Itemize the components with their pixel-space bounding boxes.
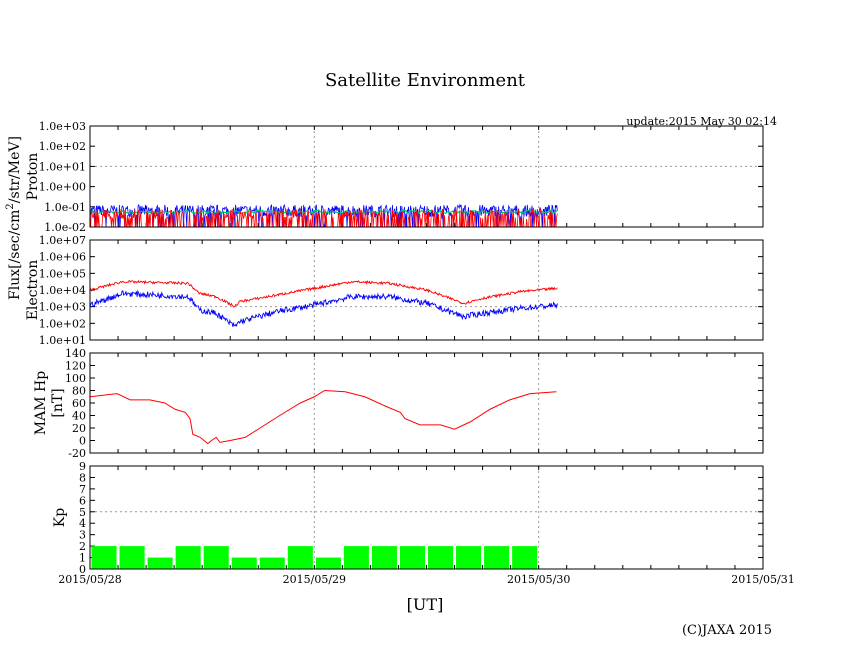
y-tick-label: 1.0e+02 bbox=[39, 140, 86, 153]
y-axis-label: Electron bbox=[25, 260, 41, 321]
kp-bar bbox=[287, 546, 313, 569]
chart-title: Satellite Environment bbox=[325, 70, 526, 91]
y-axis-unit: [nT] bbox=[50, 388, 66, 417]
kp-bar bbox=[119, 546, 145, 569]
kp-bar bbox=[484, 546, 510, 569]
y-tick-label: 0 bbox=[79, 563, 86, 576]
kp-bar bbox=[231, 557, 257, 569]
panel-frame bbox=[89, 465, 764, 570]
kp-bar bbox=[175, 546, 201, 569]
y-tick-label: 140 bbox=[65, 347, 86, 360]
kp-bar bbox=[428, 546, 454, 569]
mam-hp-series bbox=[89, 389, 557, 445]
electron-series-red bbox=[89, 279, 558, 308]
y-tick-label: 1.0e+04 bbox=[39, 284, 86, 297]
y-tick-label: 0 bbox=[79, 435, 86, 448]
kp-bar bbox=[399, 546, 425, 569]
kp-bar bbox=[343, 546, 369, 569]
y-tick-label: 1.0e+02 bbox=[39, 317, 86, 330]
y-tick-label: 7 bbox=[79, 483, 86, 496]
panel-proton: 1.0e-02 1.0e-01 1.0e+00 1.0e+01 1.0e+02 1.0e+… bbox=[25, 120, 764, 234]
y-tick-label: 6 bbox=[79, 494, 86, 507]
flux-axis-label: Flux[/sec/cm2/str/MeV] bbox=[5, 136, 23, 300]
y-tick-label: 1.0e+07 bbox=[39, 234, 86, 247]
x-tick-label: 2015/05/29 bbox=[283, 573, 346, 586]
y-tick-label: -20 bbox=[68, 447, 86, 460]
y-tick-label: 5 bbox=[79, 506, 86, 519]
y-tick-label: 20 bbox=[72, 422, 86, 435]
y-tick-label: 1.0e+05 bbox=[39, 267, 86, 280]
panel-frame bbox=[89, 125, 764, 228]
panel-frame bbox=[89, 239, 764, 341]
kp-bar bbox=[512, 546, 538, 569]
x-axis-label: [UT] bbox=[407, 595, 444, 614]
panel-electron: 1.0e+01 1.0e+02 1.0e+03 1.0e+04 1.0e+05 1.0e+… bbox=[25, 234, 764, 347]
y-tick-label: 1.0e+01 bbox=[39, 160, 86, 173]
kp-bar bbox=[315, 557, 341, 569]
y-tick-label: 4 bbox=[79, 517, 86, 530]
y-tick-label: 1.0e-02 bbox=[44, 221, 86, 234]
proton-series-green bbox=[89, 209, 558, 215]
y-tick-label: 1.0e+06 bbox=[39, 251, 86, 264]
y-tick-label: 100 bbox=[65, 372, 86, 385]
y-tick-label: 2 bbox=[79, 540, 86, 553]
y-tick-label: 9 bbox=[79, 460, 86, 473]
y-tick-label: 80 bbox=[72, 385, 86, 398]
copyright: (C)JAXA 2015 bbox=[682, 623, 772, 638]
kp-bar bbox=[371, 546, 397, 569]
kp-bar bbox=[203, 546, 229, 569]
y-axis-label: Kp bbox=[52, 508, 68, 527]
kp-bar bbox=[91, 546, 117, 569]
y-tick-label: 40 bbox=[72, 410, 86, 423]
update-time: update:2015 May 30 02:14 bbox=[626, 115, 777, 128]
y-tick-label: 3 bbox=[79, 529, 86, 542]
y-axis-label: MAM Hp bbox=[33, 371, 49, 435]
y-tick-label: 1.0e+00 bbox=[39, 181, 86, 194]
y-axis-label: Proton bbox=[25, 153, 41, 201]
x-tick-label: 2015/05/30 bbox=[507, 573, 570, 586]
electron-series-blue bbox=[89, 289, 558, 328]
y-tick-label: 120 bbox=[65, 360, 86, 373]
kp-bar bbox=[147, 557, 173, 569]
y-tick-label: 1.0e-01 bbox=[44, 201, 86, 214]
kp-bar bbox=[456, 546, 482, 569]
y-tick-label: 1.0e+01 bbox=[39, 334, 86, 347]
y-tick-label: 1.0e+03 bbox=[39, 301, 86, 314]
x-tick-label: 2015/05/31 bbox=[731, 573, 794, 586]
kp-bar bbox=[259, 557, 285, 569]
y-tick-label: 60 bbox=[72, 397, 86, 410]
x-tick-label: 2015/05/28 bbox=[58, 573, 121, 586]
y-tick-label: 8 bbox=[79, 471, 86, 484]
panel-frame bbox=[89, 352, 764, 454]
y-tick-label: 1.0e+03 bbox=[39, 120, 86, 133]
y-tick-label: 1 bbox=[79, 552, 86, 565]
